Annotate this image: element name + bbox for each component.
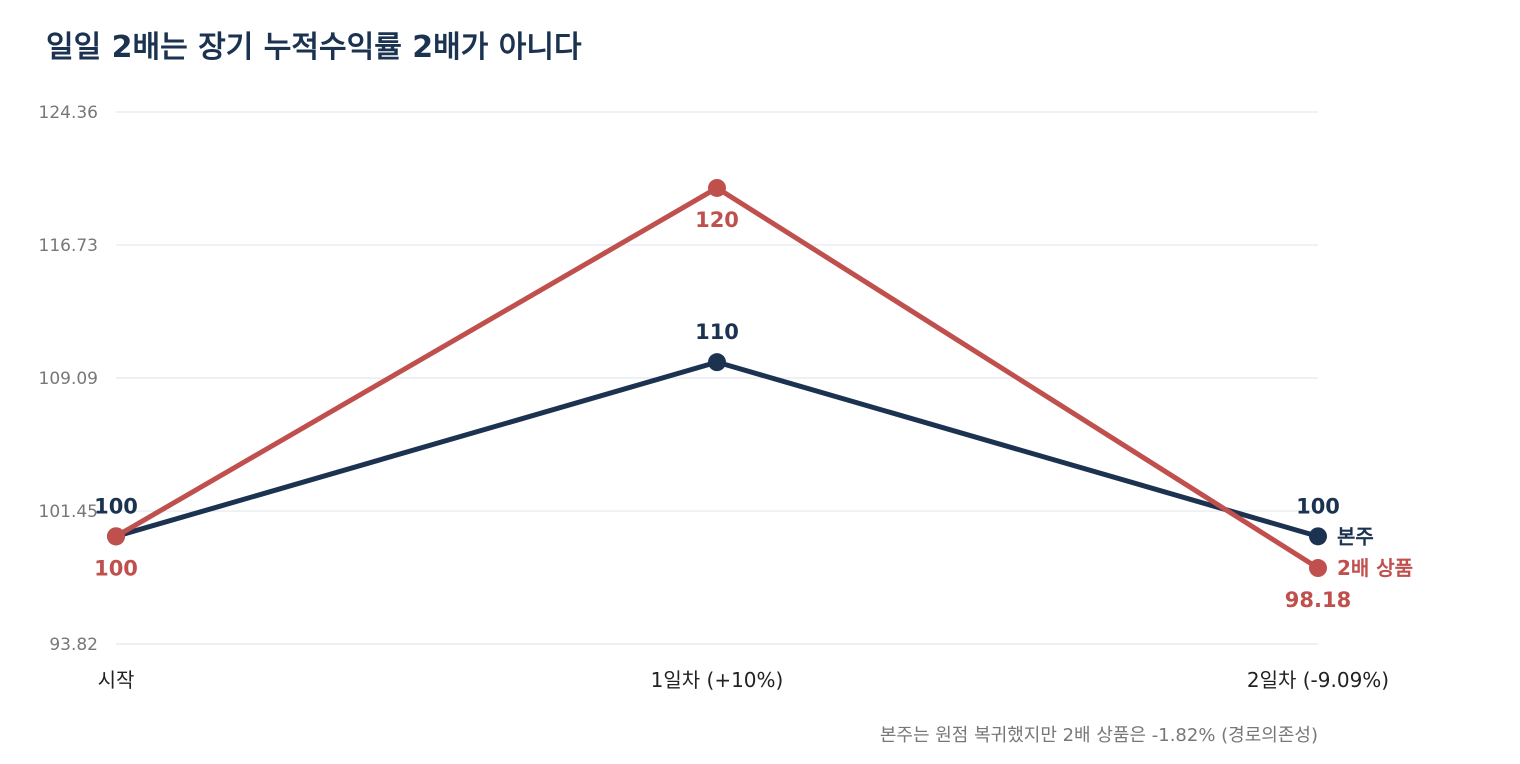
series-line [113, 359, 1321, 539]
grid-lines [116, 111, 1318, 645]
chart-annotation: 본주는 원점 복귀했지만 2배 상품은 -1.82% (경로의존성) [880, 725, 1318, 746]
data-points [107, 178, 1327, 578]
y-tick-label: 109.09 [39, 369, 98, 389]
series-end-labels: 본주 2배 상품 [1337, 524, 1413, 580]
data-point [1309, 559, 1327, 578]
x-tick-label: 시작 [98, 668, 135, 692]
data-label: 100 [94, 556, 138, 580]
data-label: 98.18 [1285, 588, 1351, 612]
chart-title: 일일 2배는 장기 누적수익률 2배가 아니다 [46, 30, 582, 65]
y-tick-label: 124.36 [39, 103, 98, 123]
x-axis-tick-labels: 시작 1일차 (+10%) 2일차 (-9.09%) [98, 668, 1390, 692]
y-axis-tick-labels: 124.36 116.73 109.09 101.45 93.82 [39, 103, 98, 655]
series-name-label: 2배 상품 [1337, 556, 1413, 580]
y-tick-label: 101.45 [39, 502, 98, 522]
data-label: 110 [695, 320, 739, 344]
data-label: 100 [1296, 494, 1340, 518]
x-tick-label: 1일차 (+10%) [651, 668, 784, 692]
x-tick-label: 2일차 (-9.09%) [1247, 668, 1389, 692]
data-labels: 100 110 100 100 120 98.18 [94, 208, 1351, 612]
series-name-label: 본주 [1337, 524, 1374, 548]
data-point [107, 527, 125, 546]
y-tick-label: 116.73 [39, 236, 98, 256]
data-point [1309, 527, 1327, 546]
data-point [708, 353, 726, 372]
data-point [708, 178, 726, 197]
data-label: 120 [695, 208, 739, 232]
y-tick-label: 93.82 [49, 635, 98, 655]
data-label: 100 [94, 494, 138, 518]
